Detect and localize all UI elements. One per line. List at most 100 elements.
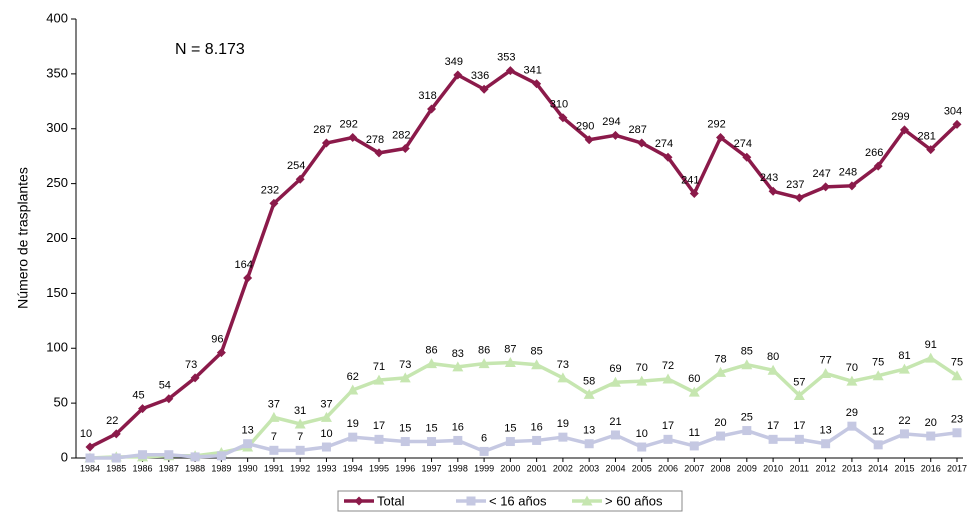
data-label: 20 (925, 417, 937, 429)
x-tick-label: 1990 (238, 463, 258, 473)
x-tick-label: 2002 (553, 463, 573, 473)
point (348, 133, 358, 143)
point (427, 104, 437, 114)
data-label: 336 (471, 70, 489, 82)
x-tick-label: 2001 (527, 463, 547, 473)
y-tick-label: 300 (46, 120, 68, 135)
point (427, 437, 437, 447)
data-label: 73 (399, 359, 411, 371)
point (847, 181, 857, 191)
point (269, 445, 279, 455)
point (504, 357, 516, 368)
point (138, 450, 148, 460)
data-label: 83 (452, 348, 464, 360)
data-label: 37 (268, 398, 280, 410)
x-tick-label: 2017 (947, 463, 967, 473)
point (558, 432, 568, 442)
point (85, 453, 95, 463)
data-label: 91 (925, 339, 937, 351)
point (584, 135, 594, 145)
x-tick-label: 2012 (816, 463, 836, 473)
point (899, 125, 909, 135)
data-label: 353 (497, 51, 515, 63)
point (873, 161, 883, 171)
data-label: 86 (425, 345, 437, 357)
point (952, 119, 962, 129)
data-label: 75 (872, 357, 884, 369)
data-label: 6 (481, 432, 487, 444)
point (111, 429, 121, 439)
y-tick-label: 0 (61, 449, 68, 464)
data-label: 62 (347, 371, 359, 383)
point (767, 364, 779, 375)
legend-box (337, 490, 683, 512)
point (688, 386, 700, 397)
y-tick-label: 350 (46, 65, 68, 80)
point (768, 186, 778, 196)
point (321, 442, 331, 452)
data-label: 71 (373, 361, 385, 373)
data-label: 85 (741, 346, 753, 358)
point (243, 273, 253, 283)
y-axis-title: Número de trasplantes (15, 167, 31, 309)
data-label: 16 (452, 421, 464, 433)
point (898, 363, 910, 374)
point (268, 411, 280, 422)
point (505, 66, 515, 76)
data-label: 13 (583, 425, 595, 437)
y-tick-label: 250 (46, 175, 68, 190)
x-tick-label: 2014 (868, 463, 888, 473)
data-label: 254 (287, 160, 305, 172)
point (610, 430, 620, 440)
point (951, 370, 963, 381)
data-label: 69 (609, 363, 621, 375)
x-tick-label: 1996 (395, 463, 415, 473)
point (374, 434, 384, 444)
legend-label: Total (377, 493, 405, 508)
point (216, 348, 226, 358)
point (872, 370, 884, 381)
data-label: 7 (297, 431, 303, 443)
point (742, 152, 752, 162)
y-tick-label: 400 (46, 10, 68, 25)
x-tick-label: 1994 (343, 463, 363, 473)
point (820, 367, 832, 378)
data-label: 10 (320, 428, 332, 440)
point (794, 434, 804, 444)
data-label: 17 (662, 420, 674, 432)
point (926, 145, 936, 155)
data-label: 77 (820, 354, 832, 366)
data-label: 17 (767, 420, 779, 432)
point (374, 148, 384, 158)
data-label: 19 (557, 418, 569, 430)
point (532, 435, 542, 445)
data-label: 310 (550, 99, 568, 111)
data-label: 19 (347, 418, 359, 430)
point (663, 434, 673, 444)
point (466, 496, 476, 506)
data-label: 96 (211, 334, 223, 346)
data-label: 281 (918, 131, 936, 143)
data-label: 237 (786, 179, 804, 191)
point (478, 358, 490, 369)
point (899, 429, 909, 439)
data-label: 290 (576, 121, 594, 133)
point (348, 432, 358, 442)
point (532, 79, 542, 89)
x-tick-label: 1988 (185, 463, 205, 473)
point (426, 358, 438, 369)
data-label: 15 (399, 422, 411, 434)
x-tick-label: 2005 (632, 463, 652, 473)
point (637, 442, 647, 452)
legend: Total < 16 años > 60 años (337, 490, 683, 512)
data-label: 37 (320, 398, 332, 410)
x-tick-label: 2003 (579, 463, 599, 473)
point (873, 440, 883, 450)
x-tick-label: 1993 (316, 463, 336, 473)
data-label: 17 (373, 420, 385, 432)
x-tick-label: 1998 (448, 463, 468, 473)
point (558, 113, 568, 123)
data-label: 10 (80, 428, 92, 440)
x-tick-label: 1985 (106, 463, 126, 473)
